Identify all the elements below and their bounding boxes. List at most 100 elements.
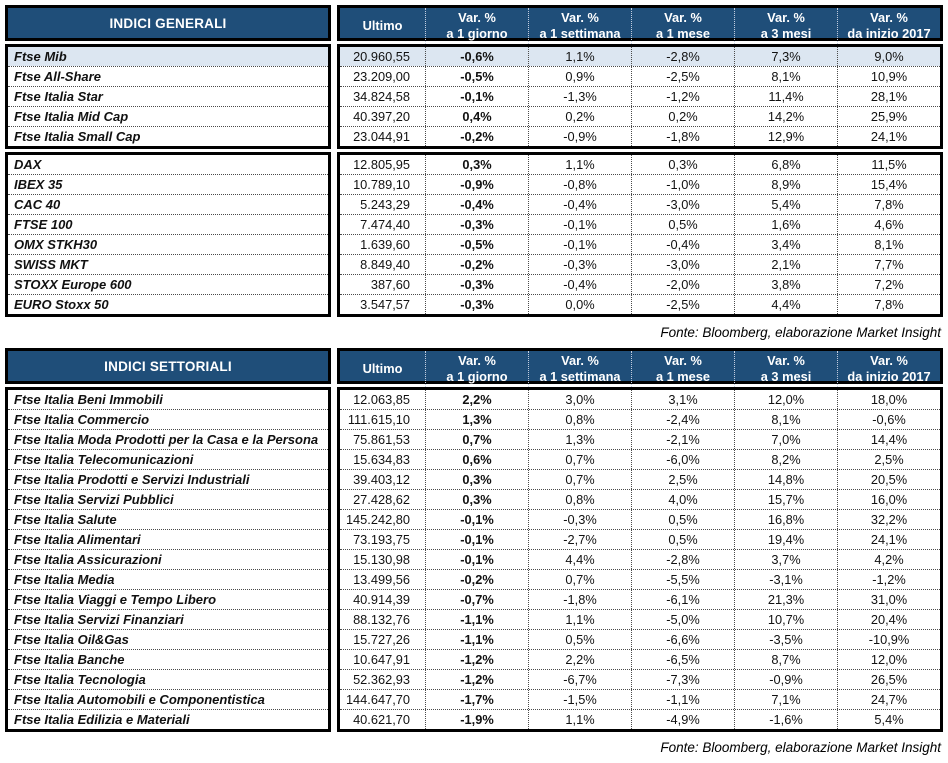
var-ytd-value: 15,4% <box>837 175 940 194</box>
var-1-week-value: 1,1% <box>528 47 631 66</box>
ultimo-value: 23.209,00 <box>353 69 410 84</box>
var-ytd-value: 9,0% <box>837 47 940 66</box>
column-header-var-1-settimana: Var. % a 1 settimana <box>528 351 631 387</box>
var-1-day-value: -1,1% <box>425 630 528 649</box>
var-3-month-value: -1,6% <box>734 710 837 729</box>
index-name: Ftse Italia Star <box>14 89 103 104</box>
var-ytd-value: 18,0% <box>837 390 940 409</box>
table-row: Ftse Italia Commercio <box>8 409 328 429</box>
index-name: Ftse Italia Tecnologia <box>14 672 146 687</box>
ultimo-value: 10.647,91 <box>353 652 410 667</box>
var-1-week-value: -0,1% <box>528 235 631 254</box>
table-row: SWISS MKT <box>8 254 328 274</box>
var-1-day-value: -1,1% <box>425 610 528 629</box>
ultimo-value: 75.861,53 <box>353 432 410 447</box>
var-1-week-value: 4,4% <box>528 550 631 569</box>
var-1-month-value: 0,3% <box>631 155 734 174</box>
var-ytd-value: 31,0% <box>837 590 940 609</box>
column-header-var-1-settimana: Var. % a 1 settimana <box>528 8 631 44</box>
var-1-month-value: -6,0% <box>631 450 734 469</box>
table-row: 34.824,58 -0,1% -1,3% -1,2% 11,4% 28,1% <box>340 86 940 106</box>
table-row: 10.647,91 -1,2% 2,2% -6,5% 8,7% 12,0% <box>340 649 940 669</box>
var-1-day-value: -0,1% <box>425 530 528 549</box>
var-1-month-value: 2,5% <box>631 470 734 489</box>
sector-column-headers: Ultimo Var. % a 1 giorno Var. % a 1 sett… <box>337 348 943 387</box>
index-name: Ftse Italia Alimentari <box>14 532 141 547</box>
table-row: Ftse Italia Mid Cap <box>8 106 328 126</box>
var-1-week-value: -0,9% <box>528 127 631 146</box>
table-row: 5.243,29 -0,4% -0,4% -3,0% 5,4% 7,8% <box>340 194 940 214</box>
sector-index-names: Ftse Italia Beni Immobili Ftse Italia Co… <box>5 387 331 732</box>
var-3-month-value: 14,8% <box>734 470 837 489</box>
var-1-day-value: -1,2% <box>425 670 528 689</box>
var-3-month-value: 7,0% <box>734 430 837 449</box>
index-name: Ftse Italia Telecomunicazioni <box>14 452 194 467</box>
var-1-week-value: 0,0% <box>528 295 631 314</box>
table-row: 27.428,62 0,3% 0,8% 4,0% 15,7% 16,0% <box>340 489 940 509</box>
var-1-week-value: -0,1% <box>528 215 631 234</box>
var-ytd-value: 10,9% <box>837 67 940 86</box>
ultimo-value: 10.789,10 <box>353 177 410 192</box>
column-header-var-3-mesi: Var. % a 3 mesi <box>734 8 837 44</box>
index-name: SWISS MKT <box>14 257 88 272</box>
var-1-week-value: 0,9% <box>528 67 631 86</box>
table-row: 1.639,60 -0,5% -0,1% -0,4% 3,4% 8,1% <box>340 234 940 254</box>
sector-table-title: INDICI SETTORIALI <box>5 348 331 384</box>
column-header-ultimo: Ultimo <box>362 361 403 376</box>
var-1-week-value: -1,5% <box>528 690 631 709</box>
var-1-week-value: -0,4% <box>528 275 631 294</box>
var-1-day-value: -0,3% <box>425 275 528 294</box>
ultimo-value: 145.242,80 <box>345 512 410 527</box>
table-row: Ftse Italia Media <box>8 569 328 589</box>
var-3-month-value: 3,4% <box>734 235 837 254</box>
var-ytd-value: -10,9% <box>837 630 940 649</box>
var-1-month-value: -5,0% <box>631 610 734 629</box>
var-ytd-value: 4,2% <box>837 550 940 569</box>
table-row: EURO Stoxx 50 <box>8 294 328 314</box>
table-indici-generali: INDICI GENERALI Ultimo Var. % a 1 giorno… <box>5 5 943 348</box>
var-1-month-value: -2,8% <box>631 550 734 569</box>
column-header-var-1-mese: Var. % a 1 mese <box>631 8 734 44</box>
table-row: Ftse Italia Banche <box>8 649 328 669</box>
column-header-var-inizio-2017: Var. % da inizio 2017 <box>837 351 940 387</box>
var-1-month-value: 0,5% <box>631 215 734 234</box>
var-3-month-value: 4,4% <box>734 295 837 314</box>
var-ytd-value: 24,1% <box>837 530 940 549</box>
var-1-month-value: 3,1% <box>631 390 734 409</box>
index-name: Ftse Italia Beni Immobili <box>14 392 163 407</box>
ultimo-value: 12.063,85 <box>353 392 410 407</box>
var-ytd-value: 32,2% <box>837 510 940 529</box>
table-row: 7.474,40 -0,3% -0,1% 0,5% 1,6% 4,6% <box>340 214 940 234</box>
table-row: 145.242,80 -0,1% -0,3% 0,5% 16,8% 32,2% <box>340 509 940 529</box>
var-1-day-value: 0,7% <box>425 430 528 449</box>
var-1-month-value: 0,2% <box>631 107 734 126</box>
table-row: Ftse Italia Servizi Pubblici <box>8 489 328 509</box>
ultimo-value: 13.499,56 <box>353 572 410 587</box>
ultimo-value: 8.849,40 <box>360 257 410 272</box>
var-ytd-value: 11,5% <box>837 155 940 174</box>
ultimo-value: 73.193,75 <box>353 532 410 547</box>
index-name: Ftse Italia Media <box>14 572 115 587</box>
var-1-day-value: 2,2% <box>425 390 528 409</box>
var-1-day-value: -0,2% <box>425 570 528 589</box>
table-row: Ftse Mib <box>8 47 328 66</box>
var-ytd-value: 26,5% <box>837 670 940 689</box>
var-1-day-value: -1,7% <box>425 690 528 709</box>
index-name: Ftse Italia Salute <box>14 512 117 527</box>
table-row: Ftse Italia Viaggi e Tempo Libero <box>8 589 328 609</box>
index-name: Ftse Italia Servizi Pubblici <box>14 492 174 507</box>
table-row: 23.044,91 -0,2% -0,9% -1,8% 12,9% 24,1% <box>340 126 940 146</box>
var-1-week-value: -0,8% <box>528 175 631 194</box>
table-row: 12.805,95 0,3% 1,1% 0,3% 6,8% 11,5% <box>340 155 940 174</box>
var-1-week-value: -0,3% <box>528 255 631 274</box>
column-header-var-inizio-2017: Var. % da inizio 2017 <box>837 8 940 44</box>
var-3-month-value: 8,9% <box>734 175 837 194</box>
column-header-var-1-mese: Var. % a 1 mese <box>631 351 734 387</box>
table-row: Ftse Italia Telecomunicazioni <box>8 449 328 469</box>
var-1-day-value: -0,1% <box>425 510 528 529</box>
general-italy-group: Ftse Mib Ftse All-Share Ftse Italia Star… <box>5 44 943 149</box>
table-row: 73.193,75 -0,1% -2,7% 0,5% 19,4% 24,1% <box>340 529 940 549</box>
var-ytd-value: 7,7% <box>837 255 940 274</box>
ultimo-value: 144.647,70 <box>345 692 410 707</box>
var-1-month-value: -1,2% <box>631 87 734 106</box>
